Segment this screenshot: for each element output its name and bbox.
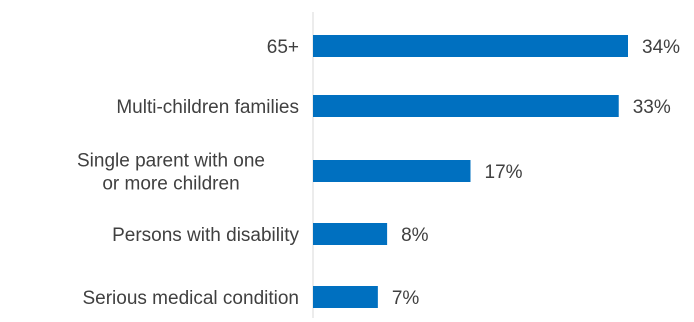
bar xyxy=(313,35,628,57)
category-label-line: or more children xyxy=(102,174,239,195)
bar xyxy=(313,223,388,245)
bar xyxy=(313,95,619,117)
bar xyxy=(313,286,378,308)
data-label: 7% xyxy=(392,288,420,309)
data-label: 17% xyxy=(485,162,523,183)
category-label-line: Multi-children families xyxy=(116,97,299,118)
category-label: 65+ xyxy=(267,37,299,58)
category-label: Single parent with one or more children xyxy=(77,151,265,195)
category-label-line: Serious medical condition xyxy=(82,288,299,309)
category-label: Persons with disability xyxy=(112,225,299,246)
data-label: 33% xyxy=(633,97,671,118)
bar xyxy=(313,160,471,182)
category-label-line: 65+ xyxy=(267,37,299,58)
data-label: 8% xyxy=(401,225,429,246)
category-label-line: Single parent with one xyxy=(77,151,265,172)
category-label: Serious medical condition xyxy=(82,288,299,309)
category-label: Multi-children families xyxy=(116,97,299,118)
data-label: 34% xyxy=(642,37,680,58)
category-label-line: Persons with disability xyxy=(112,225,299,246)
